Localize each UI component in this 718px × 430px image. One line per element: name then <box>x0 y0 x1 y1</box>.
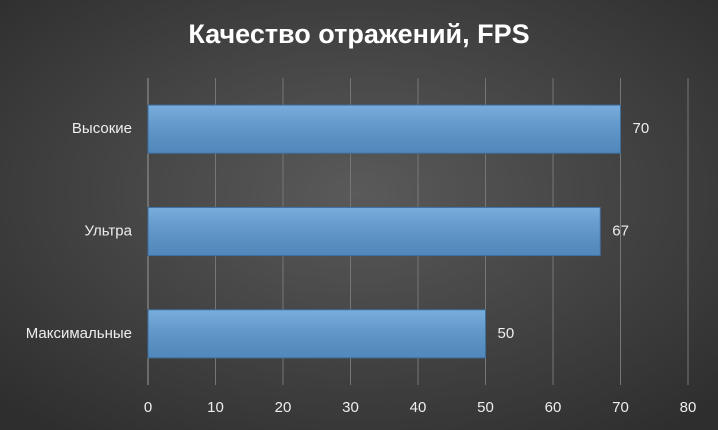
bar-shade <box>147 309 486 359</box>
x-tick-label: 0 <box>144 399 152 416</box>
y-tick-label: Ультра <box>85 222 133 239</box>
x-tick-label: 60 <box>545 399 562 416</box>
bar-shade <box>147 104 621 154</box>
y-tick-label: Максимальные <box>26 325 132 342</box>
x-tick-label: 80 <box>680 399 697 416</box>
chart-title: Качество отражений, FPS <box>188 19 529 49</box>
bar-shade <box>147 206 601 257</box>
x-tick-label: 30 <box>342 399 359 416</box>
x-tick-label: 70 <box>612 399 629 416</box>
x-tick-label: 10 <box>207 399 224 416</box>
value-label: 70 <box>633 120 650 137</box>
value-label: 50 <box>498 325 515 342</box>
y-tick-label: Высокие <box>72 120 132 137</box>
x-tick-label: 50 <box>477 399 494 416</box>
x-tick-label: 40 <box>410 399 427 416</box>
x-tick-label: 20 <box>275 399 292 416</box>
value-label: 67 <box>612 222 629 239</box>
